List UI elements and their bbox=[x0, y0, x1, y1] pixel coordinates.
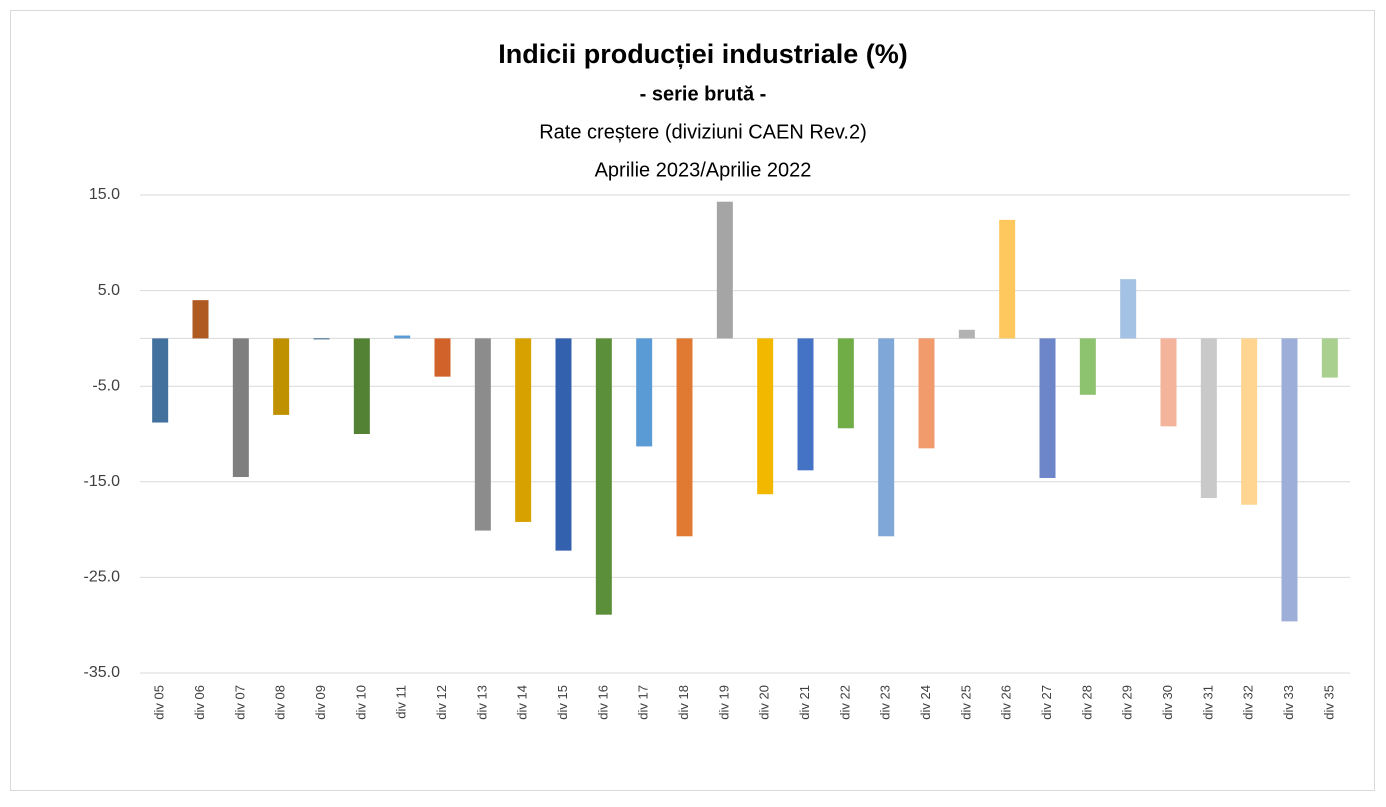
x-tick-label: div 29 bbox=[1120, 685, 1135, 720]
x-tick-label: div 19 bbox=[716, 685, 731, 720]
x-tick-label: div 27 bbox=[1039, 685, 1054, 720]
x-tick-label: div 08 bbox=[273, 685, 288, 720]
x-tick-label: div 26 bbox=[999, 685, 1014, 720]
y-tick-label: -35.0 bbox=[84, 664, 121, 681]
x-tick-label: div 28 bbox=[1079, 685, 1094, 720]
bar bbox=[474, 338, 491, 531]
x-tick-label: div 25 bbox=[958, 685, 973, 720]
x-tick-label: div 24 bbox=[918, 685, 933, 720]
x-tick-label: div 18 bbox=[676, 685, 691, 720]
x-tick-label: div 14 bbox=[515, 685, 530, 720]
x-tick-label: div 17 bbox=[636, 685, 651, 720]
bar bbox=[1200, 338, 1217, 499]
bar bbox=[918, 338, 935, 449]
bar bbox=[1281, 338, 1298, 622]
y-tick-label: -15.0 bbox=[84, 473, 121, 490]
x-tick-label: div 33 bbox=[1281, 685, 1296, 720]
bar bbox=[958, 329, 975, 339]
bar bbox=[1039, 338, 1056, 478]
bar bbox=[434, 338, 451, 377]
y-tick-label: 15.0 bbox=[89, 186, 120, 203]
x-tick-label: div 30 bbox=[1160, 685, 1175, 720]
bar bbox=[1160, 338, 1177, 427]
x-tick-label: div 20 bbox=[757, 685, 772, 720]
bar bbox=[192, 300, 209, 339]
bar bbox=[232, 338, 249, 478]
x-tick-label: div 31 bbox=[1200, 685, 1215, 720]
bar bbox=[555, 338, 572, 551]
bar bbox=[797, 338, 814, 471]
x-tick-label: div 12 bbox=[434, 685, 449, 720]
bar bbox=[1241, 338, 1258, 505]
bar bbox=[394, 335, 411, 339]
bar bbox=[999, 219, 1016, 339]
y-tick-label: 5.0 bbox=[98, 282, 120, 299]
bar bbox=[273, 338, 290, 415]
y-tick-label: -25.0 bbox=[84, 569, 121, 586]
annotation: Rate creștere (diviziuni CAEN Rev.2) bbox=[539, 121, 867, 143]
bar bbox=[313, 338, 330, 340]
x-tick-label: div 21 bbox=[797, 685, 812, 720]
bar bbox=[353, 338, 370, 434]
bar bbox=[878, 338, 895, 537]
x-tick-label: div 10 bbox=[353, 685, 368, 720]
x-tick-label: div 13 bbox=[474, 685, 489, 720]
x-tick-label: div 05 bbox=[152, 685, 167, 720]
y-tick-label: -5.0 bbox=[92, 377, 120, 394]
bar bbox=[676, 338, 693, 537]
bar bbox=[1079, 338, 1096, 395]
x-tick-label: div 06 bbox=[192, 685, 207, 720]
bar bbox=[515, 338, 532, 522]
x-tick-label: div 15 bbox=[555, 685, 570, 720]
bar bbox=[716, 201, 733, 339]
annotation: Aprilie 2023/Aprilie 2022 bbox=[595, 159, 812, 181]
bar bbox=[757, 338, 774, 495]
bar bbox=[636, 338, 653, 447]
bar bbox=[1120, 279, 1137, 339]
x-tick-label: div 32 bbox=[1241, 685, 1256, 720]
bar bbox=[152, 338, 169, 423]
chart-subtitle: - serie brută - bbox=[640, 83, 767, 105]
x-tick-label: div 16 bbox=[595, 685, 610, 720]
x-tick-label: div 23 bbox=[878, 685, 893, 720]
x-tick-label: div 07 bbox=[232, 685, 247, 720]
bar bbox=[595, 338, 612, 615]
bar bbox=[1321, 338, 1338, 378]
x-tick-label: div 22 bbox=[837, 685, 852, 720]
x-tick-label: div 11 bbox=[394, 685, 409, 719]
x-tick-label: div 09 bbox=[313, 685, 328, 720]
x-tick-label: div 35 bbox=[1321, 685, 1336, 720]
bar bbox=[837, 338, 854, 429]
chart-title: Indicii producției industriale (%) bbox=[498, 39, 908, 69]
